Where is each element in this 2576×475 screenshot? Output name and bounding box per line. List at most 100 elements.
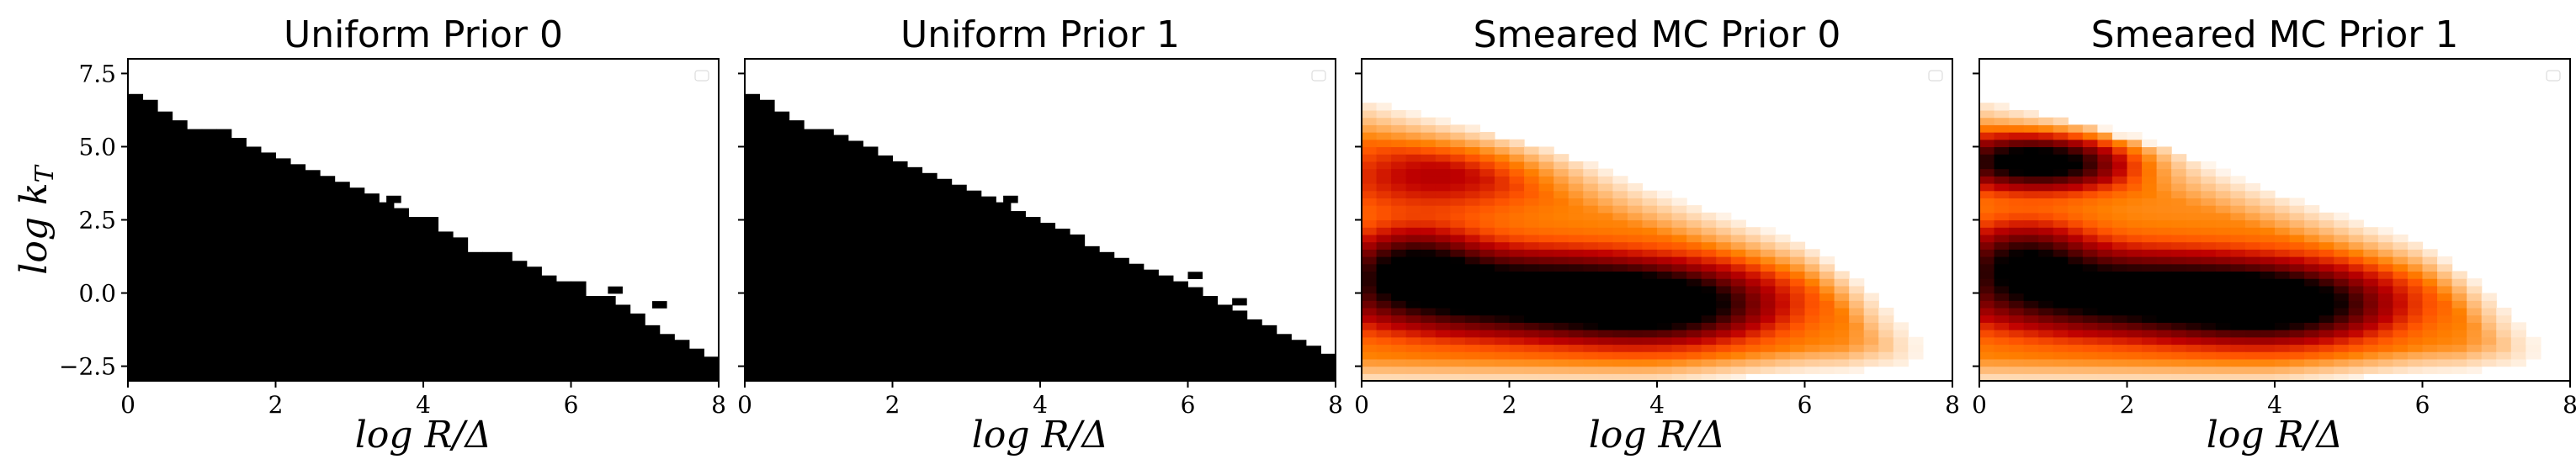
heatmap-cell	[1583, 285, 1599, 294]
heatmap-cell	[1730, 285, 1746, 294]
heatmap-cell	[2275, 219, 2291, 228]
heatmap-cell	[2481, 351, 2497, 360]
heatmap-cell	[2142, 314, 2158, 323]
heatmap-cell	[1994, 256, 2010, 265]
heatmap-cell	[2082, 271, 2098, 279]
heatmap-cell	[1819, 263, 1835, 272]
heatmap-cell	[1524, 271, 1540, 279]
heatmap-cell	[1554, 344, 1570, 352]
heatmap-cell	[2230, 190, 2246, 198]
heatmap-cell	[2289, 322, 2305, 330]
heatmap-cell	[1804, 285, 1820, 294]
heatmap-cell	[1362, 322, 1378, 330]
heatmap-cell	[1479, 227, 1495, 235]
heatmap-cell	[1597, 168, 1613, 177]
heatmap-cell	[2111, 278, 2128, 287]
heatmap-cell	[2142, 146, 2158, 155]
heatmap-cell	[1376, 263, 1392, 272]
heatmap-cell	[2127, 307, 2143, 316]
heatmap-cell	[1376, 271, 1392, 279]
heatmap-cell	[1789, 300, 1806, 309]
heatmap-cell	[1849, 358, 1865, 367]
heatmap-cell	[1362, 234, 1378, 243]
heatmap-cell	[2377, 256, 2393, 265]
heatmap-cell	[1450, 205, 1466, 214]
heatmap-cell	[1994, 330, 2010, 338]
heatmap-cells	[1979, 103, 2541, 381]
heatmap-cell	[1362, 117, 1378, 125]
heatmap-cell	[1450, 373, 1466, 381]
heatmap-cell	[1612, 190, 1628, 198]
heatmap-cell	[1391, 293, 1407, 301]
heatmap-cell	[2260, 330, 2276, 338]
heatmap-cell	[2201, 263, 2217, 272]
heatmap-cell	[1391, 205, 1407, 214]
heatmap-cell	[2289, 227, 2305, 235]
heatmap-cell	[2201, 358, 2217, 367]
heatmap-cell	[1376, 205, 1392, 214]
heatmap-cell	[2437, 293, 2453, 301]
heatmap-cell	[2407, 344, 2424, 352]
heatmap-cell	[1376, 322, 1392, 330]
heatmap-cell	[1775, 344, 1791, 352]
heatmap-cell	[2156, 198, 2172, 206]
heatmap-cell	[2156, 249, 2172, 257]
heatmap-cell	[2186, 373, 2202, 381]
heatmap-cell	[1376, 109, 1392, 119]
heatmap-cell	[2097, 227, 2113, 235]
heatmap-cell	[1391, 263, 1407, 272]
heatmap-cell	[1479, 146, 1495, 155]
heatmap-cell	[2023, 263, 2039, 272]
heatmap-cell	[1612, 314, 1628, 323]
heatmap-cell	[1657, 293, 1673, 301]
heatmap-cell	[1568, 219, 1584, 228]
heatmap-cell	[2186, 161, 2202, 170]
heatmap-cell	[2260, 366, 2276, 374]
heatmap-cell	[1642, 234, 1658, 243]
heatmap-cell	[1538, 198, 1554, 206]
heatmap-cell	[1716, 249, 1732, 257]
heatmap-cell	[2496, 314, 2512, 323]
heatmap-cell	[1421, 278, 1437, 287]
heatmap-cell	[2053, 344, 2069, 352]
heatmap-cell	[2393, 293, 2409, 301]
heatmap-cell	[1849, 293, 1865, 301]
heatmap-cell	[1479, 271, 1495, 279]
heatmap-cell	[2023, 139, 2039, 148]
heatmap-cell	[2275, 278, 2291, 287]
heatmap-cell	[1863, 293, 1879, 301]
heatmap-cell	[1994, 146, 2010, 155]
heatmap-cell	[2467, 336, 2483, 346]
heatmap-cell	[2275, 271, 2291, 279]
heatmap-cell	[1994, 307, 2010, 316]
heatmap-cell	[1538, 358, 1554, 367]
heatmap-cell	[2097, 219, 2113, 228]
heatmap-cell	[1627, 256, 1644, 265]
heatmap-cell	[2318, 344, 2334, 352]
heatmap-cell	[2111, 285, 2128, 294]
heatmap-cell	[1494, 344, 1511, 352]
heatmap-cell	[1730, 271, 1746, 279]
heatmap-cell	[2009, 212, 2025, 221]
heatmap-cell	[1391, 219, 1407, 228]
y-axis-label: log kT	[13, 164, 60, 274]
heatmap-cell	[1804, 278, 1820, 287]
heatmap-cell	[1671, 336, 1687, 346]
heatmap-cell	[2275, 344, 2291, 352]
heatmap-cell	[1671, 330, 1687, 338]
heatmap-cell	[1464, 256, 1480, 265]
heatmap-cell	[1376, 373, 1392, 381]
heatmap-cell	[2082, 249, 2098, 257]
heatmap-column	[467, 251, 483, 381]
heatmap-cell	[2467, 307, 2483, 316]
heatmap-cell	[1627, 234, 1644, 243]
heatmap-cell	[2215, 190, 2231, 198]
heatmap-cell	[2023, 161, 2039, 170]
heatmap-cell	[1509, 205, 1525, 214]
heatmap-cell	[1657, 256, 1673, 265]
heatmap-cell	[1789, 336, 1806, 346]
heatmap-cell	[2082, 330, 2098, 338]
heatmap-cell	[1554, 154, 1570, 162]
heatmap-cell	[2451, 358, 2467, 367]
heatmap-cell	[2023, 146, 2039, 155]
